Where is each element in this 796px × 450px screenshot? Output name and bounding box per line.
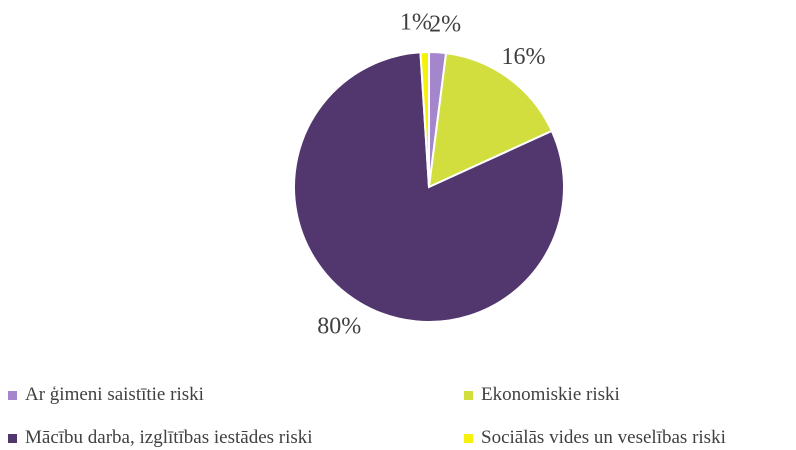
- legend-item-economic-risks: Ekonomiskie riski: [464, 383, 620, 407]
- legend-label: Sociālās vides un veselības riski: [481, 427, 726, 449]
- data-label: 1%: [400, 9, 432, 35]
- pie-slices: [294, 52, 564, 322]
- legend-item-family-risks: Ar ģimeni saistītie riski: [8, 383, 204, 407]
- legend-swatch: [8, 391, 17, 400]
- legend-item-study-risks: Mācību darba, izglītības iestādes riski: [8, 426, 313, 450]
- data-label: 2%: [429, 12, 461, 38]
- legend-item-social-health-risks: Sociālās vides un veselības riski: [464, 426, 726, 450]
- legend: Ar ģimeni saistītie riski Ekonomiskie ri…: [0, 378, 796, 450]
- legend-label: Ar ģimeni saistītie riski: [25, 384, 204, 406]
- legend-swatch: [464, 434, 473, 443]
- legend-swatch: [8, 434, 17, 443]
- legend-swatch: [464, 391, 473, 400]
- data-label: 80%: [317, 314, 361, 340]
- data-label: 16%: [502, 44, 546, 70]
- legend-label: Mācību darba, izglītības iestādes riski: [25, 427, 313, 449]
- legend-label: Ekonomiskie riski: [481, 384, 620, 406]
